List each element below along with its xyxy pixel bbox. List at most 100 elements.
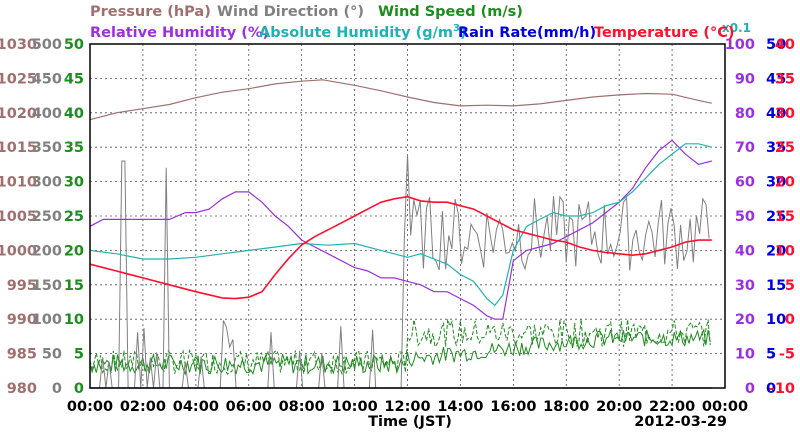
- legend-wind-speed: Wind Speed (m/s): [378, 4, 523, 20]
- legend-rain-rate: Rain Rate(mm/h): [458, 25, 596, 41]
- wind-speed-tick: 20: [64, 243, 84, 259]
- temperature-tick: -10: [769, 381, 795, 397]
- humidity-tick: 60: [735, 175, 755, 191]
- wind-speed-tick: 15: [64, 278, 84, 294]
- x-tick: 08:00: [279, 399, 325, 415]
- series-lines: [89, 79, 712, 389]
- x-tick: 06:00: [226, 399, 272, 415]
- temperature-tick: 25: [775, 140, 795, 156]
- temperature-tick: 30: [775, 106, 795, 122]
- wind-dir-tick: 200: [32, 243, 62, 259]
- rain-tick: 5: [766, 347, 776, 363]
- humidity-tick: 10: [735, 347, 755, 363]
- x-tick: 16:00: [490, 399, 536, 415]
- wind-speed-tick: 10: [64, 312, 84, 328]
- legend-scale-note: x0.1: [722, 21, 751, 35]
- wind-dir-tick: 500: [32, 37, 62, 53]
- wind-dir-tick: 400: [32, 106, 62, 122]
- x-tick: 10:00: [332, 399, 378, 415]
- wind-dir-tick: 100: [32, 312, 62, 328]
- temperature-tick: 40: [775, 37, 795, 53]
- x-tick: 22:00: [649, 399, 695, 415]
- legend-pressure: Pressure (hPa): [90, 4, 211, 20]
- x-axis-label: Time (JST): [368, 414, 452, 430]
- humidity-tick: 30: [735, 278, 755, 294]
- x-tick: 00:00: [702, 399, 748, 415]
- wind-dir-tick: 0: [52, 381, 62, 397]
- wind-dir-tick: 350: [32, 140, 62, 156]
- wind-dir-tick: 250: [32, 209, 62, 225]
- rain-tick: 0: [766, 381, 776, 397]
- humidity-tick: 50: [735, 209, 755, 225]
- wind-speed-tick: 5: [74, 347, 84, 363]
- wind-gust-line: [89, 319, 711, 376]
- humidity-tick: 100: [725, 37, 755, 53]
- plot-frame: [89, 43, 726, 389]
- pressure-tick: 990: [7, 312, 37, 328]
- pressure-tick: 985: [7, 347, 37, 363]
- x-tick: 04:00: [173, 399, 219, 415]
- wind-speed-tick: 0: [74, 381, 84, 397]
- wind-dir-tick: 50: [42, 347, 62, 363]
- wind-speed-tick: 50: [64, 37, 84, 53]
- x-tick: 02:00: [120, 399, 166, 415]
- legend-absolute-humidity: Absolute Humidity (g/m3): [259, 23, 467, 41]
- wind-speed-tick: 35: [64, 140, 84, 156]
- legend: Pressure (hPa) Wind Direction (°) Wind Spe…: [90, 4, 751, 41]
- temperature-tick: 10: [775, 243, 795, 259]
- superscript: 3: [453, 23, 460, 34]
- temperature-tick: 0: [785, 312, 795, 328]
- humidity-tick: 90: [735, 71, 755, 87]
- temperature-tick: 35: [775, 71, 795, 87]
- temperature-tick: -5: [779, 347, 795, 363]
- rain-tick: 20: [766, 243, 786, 259]
- temperature-tick: 5: [785, 278, 795, 294]
- x-tick: 00:00: [67, 399, 113, 415]
- rain-tick: 25: [766, 209, 786, 225]
- legend-temperature: Temperature (°C): [594, 25, 735, 41]
- wind-dir-tick: 450: [32, 71, 62, 87]
- pressure-hpa-line: [89, 79, 712, 121]
- temperature-tick: 15: [775, 209, 795, 225]
- rain-tick: 10: [766, 312, 786, 328]
- wind-dir-tick: 300: [32, 175, 62, 191]
- rain-tick: 40: [766, 106, 786, 122]
- humidity-tick: 80: [735, 106, 755, 122]
- date-label: 2012-03-29: [634, 414, 727, 430]
- paren: ): [460, 25, 467, 41]
- humidity-tick: 20: [735, 312, 755, 328]
- x-tick: 12:00: [384, 399, 430, 415]
- pressure-tick: 980: [7, 381, 37, 397]
- x-tick: 14:00: [437, 399, 483, 415]
- temperature-tick: 20: [775, 175, 795, 191]
- pressure-tick: 1015: [0, 140, 37, 156]
- wind-series-group: [89, 154, 711, 389]
- rain-tick: 45: [766, 71, 786, 87]
- rain-tick: 15: [766, 278, 786, 294]
- rain-tick: 30: [766, 175, 786, 191]
- pressure-tick: 1030: [0, 37, 37, 53]
- temperature-c-line: [89, 195, 712, 300]
- rain-tick: 35: [766, 140, 786, 156]
- humidity-tick: 40: [735, 243, 755, 259]
- x-tick: 18:00: [543, 399, 589, 415]
- pressure-tick: 1020: [0, 106, 37, 122]
- humidity-tick: 0: [745, 381, 755, 397]
- legend-wind-direction: Wind Direction (°): [217, 4, 364, 20]
- wind-speed-tick: 45: [64, 71, 84, 87]
- humidity-tick: 70: [735, 140, 755, 156]
- relative-humidity-line: [89, 139, 712, 320]
- x-tick: 20:00: [596, 399, 642, 415]
- absolute-humidity-line: [89, 143, 712, 307]
- pressure-tick: 995: [7, 278, 37, 294]
- pressure-tick: 1000: [0, 243, 37, 259]
- wind-speed-tick: 30: [64, 175, 84, 191]
- pressure-tick: 1005: [0, 209, 37, 225]
- wind-speed-tick: 40: [64, 106, 84, 122]
- rain-tick: 50: [766, 37, 786, 53]
- wind-speed-tick: 25: [64, 209, 84, 225]
- wind-dir-tick: 150: [32, 278, 62, 294]
- grid-lines: [90, 44, 725, 388]
- tick-labels: 9809859909951000100510101015102010251030…: [0, 37, 795, 415]
